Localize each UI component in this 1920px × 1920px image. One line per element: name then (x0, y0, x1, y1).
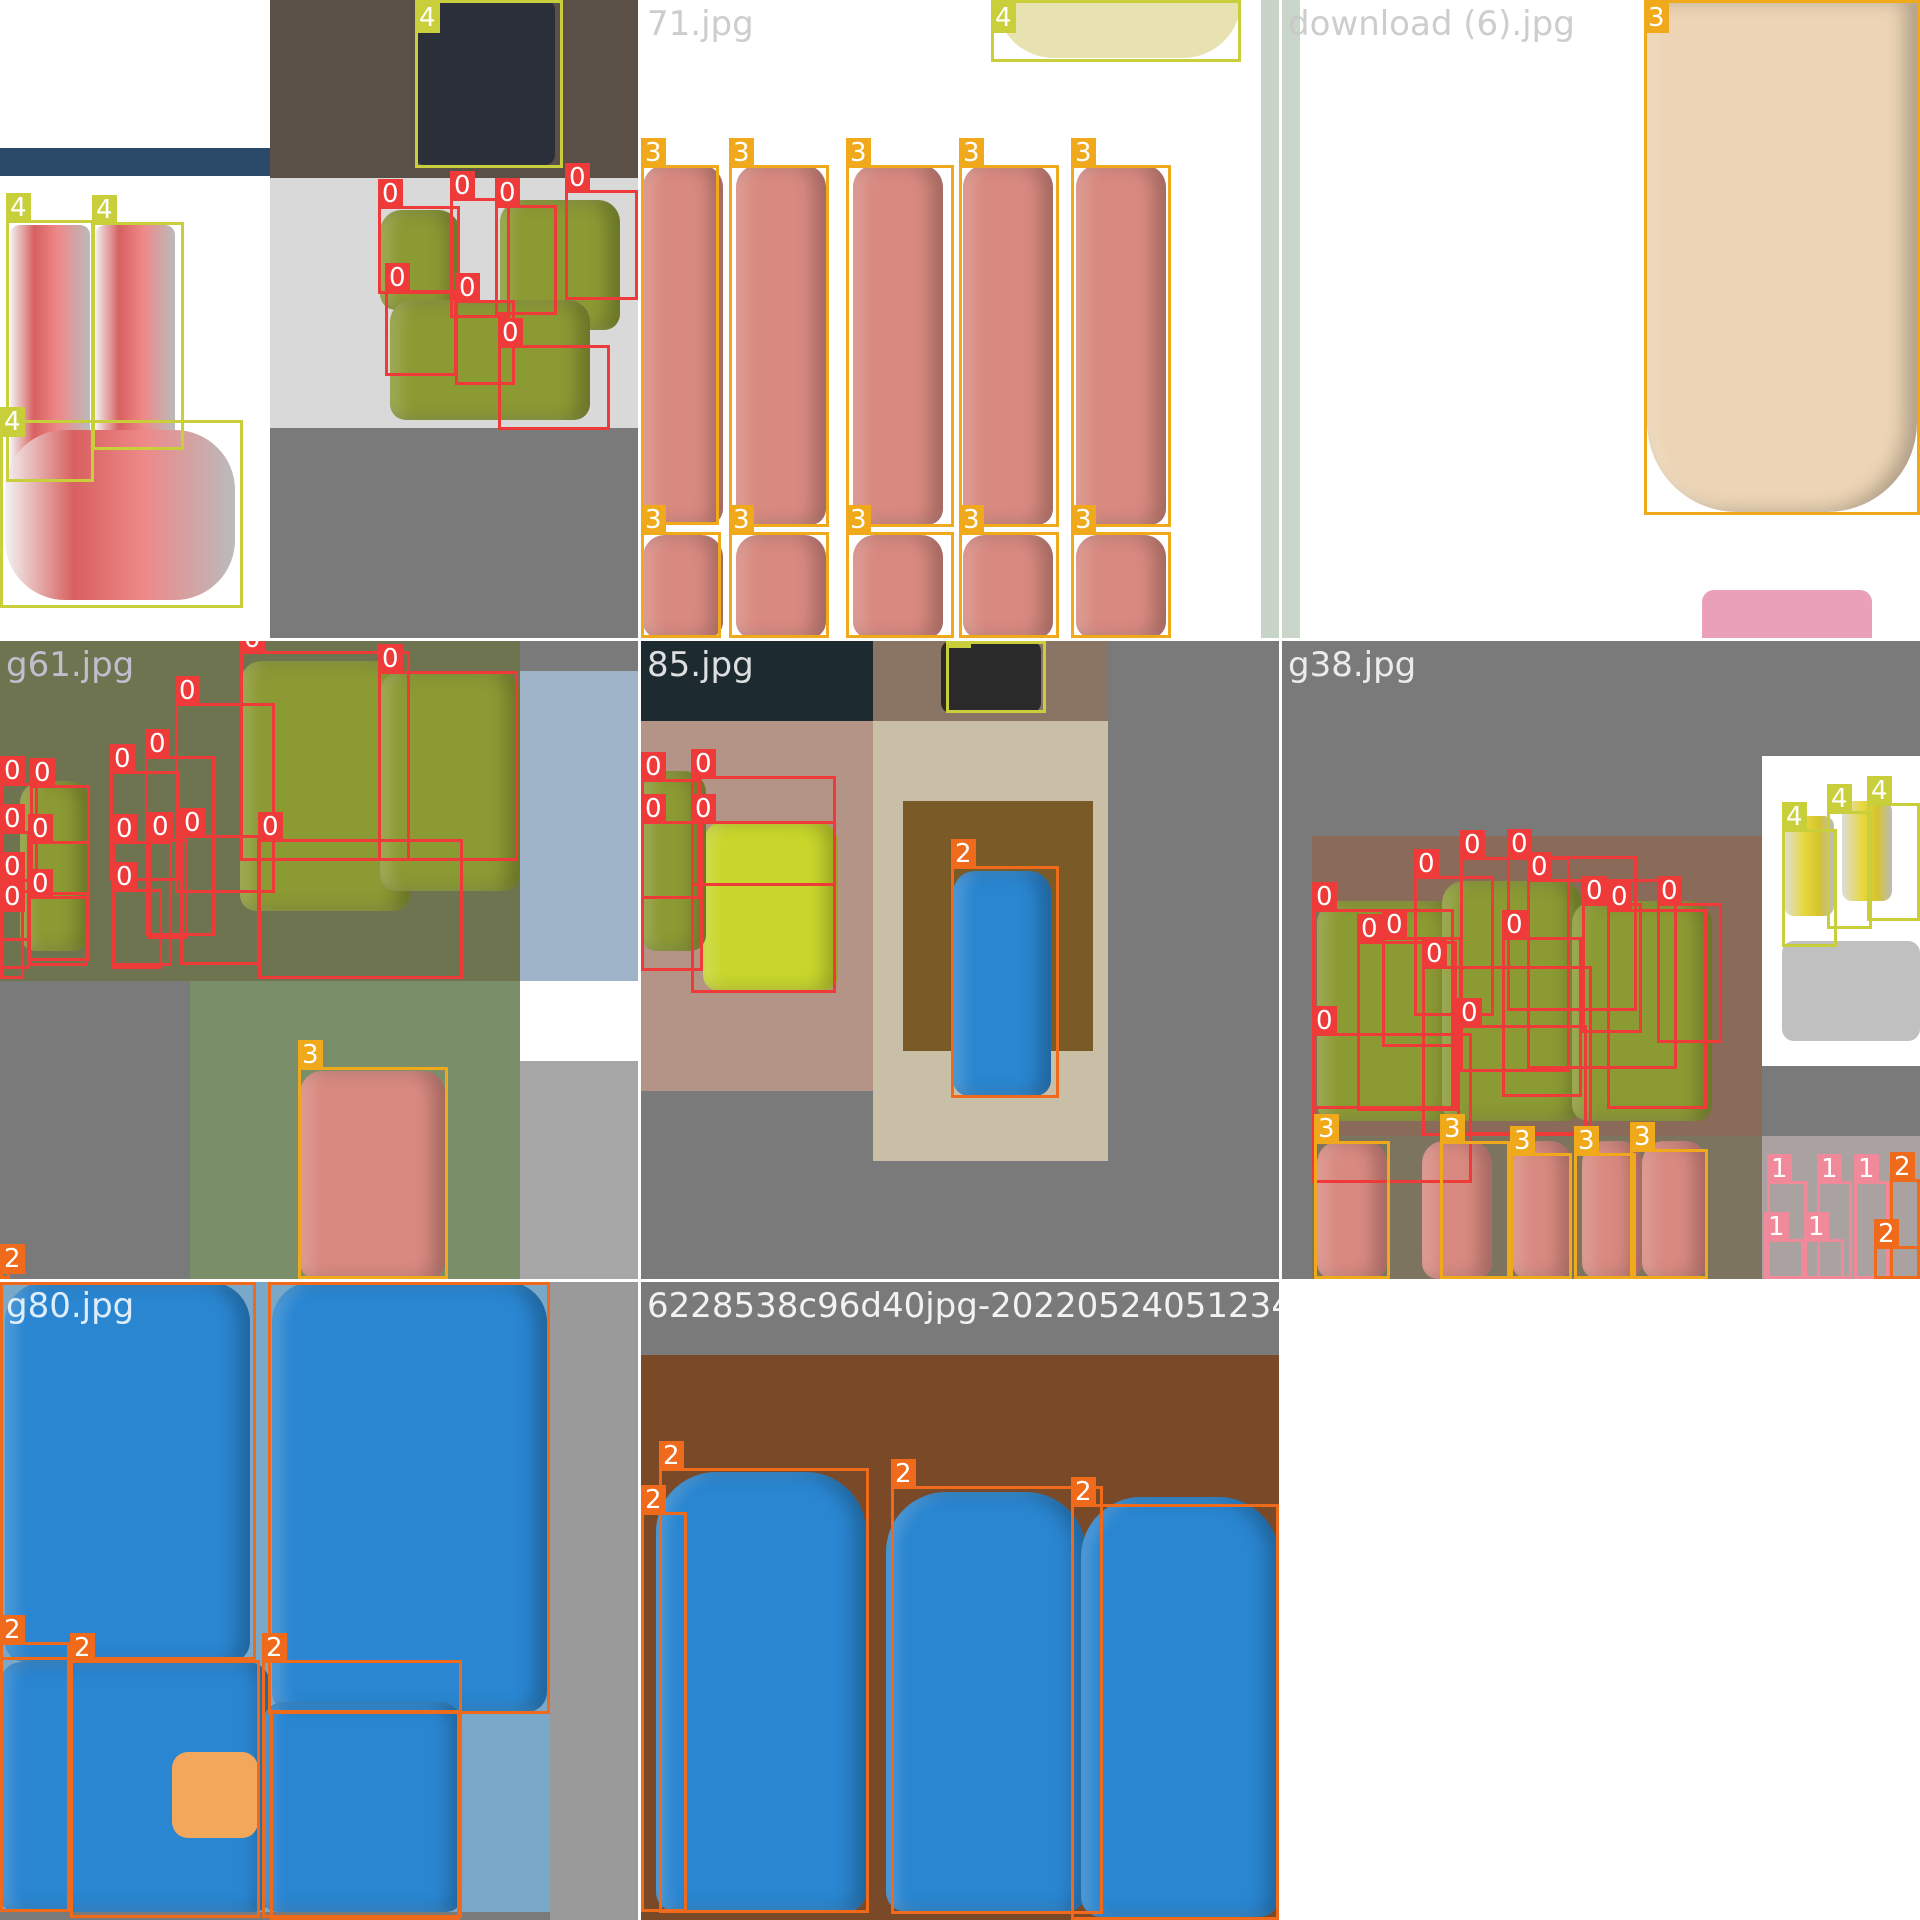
detection-box: 0 (1357, 914, 1457, 1111)
detection-box: 2 (951, 839, 1059, 1098)
detection-box: 3 (1630, 1122, 1708, 1279)
detection-box: 3 (1510, 1126, 1572, 1279)
gas-can (5, 430, 235, 600)
detection-box: 2 (0, 1615, 70, 1912)
detection-box: 4 (991, 0, 1241, 62)
scene (1282, 0, 1920, 638)
tile-filename: 71.jpg (647, 4, 754, 44)
tile-g38: g38.jpg 0 0 0 0 0 0 0 0 0 0 0 0 0 0 4 4 … (1282, 641, 1920, 1279)
detection-box: 0 (495, 178, 557, 315)
tile-filename: download (6).jpg (1288, 4, 1575, 44)
scene (641, 1282, 1920, 1920)
detection-box: 3 (1574, 1126, 1636, 1279)
tile-6228538c96d40: 6228538c96d40jpg-20220524051234-20220724… (641, 1282, 1920, 1920)
detection-box: 0 (240, 641, 410, 861)
detection-box: 3 (298, 1040, 448, 1279)
detection-box: 0 (112, 862, 162, 969)
detection-box: 0 (0, 882, 25, 979)
detection-box: 3 (641, 505, 721, 638)
detection-box: 2 (659, 1441, 869, 1913)
detection-box: 4 (946, 641, 1046, 713)
detection-box: 2 (268, 1282, 550, 1714)
detection-box: 0 (450, 171, 510, 318)
detection-box: 0 (385, 263, 457, 376)
detection-box: 2 (262, 1633, 462, 1918)
detection-box: 0 (565, 163, 638, 300)
detection-box: 0 (1382, 910, 1462, 1047)
detection-box: 0 (691, 794, 836, 993)
detection-box: 2 (270, 1710, 460, 1920)
detection-box: 1 (1804, 1212, 1844, 1279)
detection-box: 2 (0, 1282, 256, 1660)
tile-71: 71.jpg 4 3 3 3 3 3 3 3 3 3 3 (641, 0, 1279, 638)
detection-box: 0 (1312, 1006, 1472, 1183)
detection-box: 0 (175, 676, 275, 893)
detection-box: 3 (846, 505, 954, 638)
detection-box: 3 (1071, 505, 1171, 638)
detection-box: 0 (28, 869, 88, 966)
detection-box: 0 (180, 808, 260, 965)
detection-box: 3 (1440, 1114, 1510, 1279)
detection-box: 4 (1827, 784, 1872, 929)
detection-box: 3 (959, 138, 1059, 527)
detection-box: 3 (959, 505, 1059, 638)
detection-box: 2 (0, 1244, 25, 1279)
detection-box: 4 (1867, 776, 1920, 921)
scene (641, 0, 1279, 638)
detection-box: 0 (145, 729, 215, 936)
detection-box: 3 (1314, 1114, 1390, 1279)
detection-box: 2 (70, 1633, 260, 1918)
detection-box: 4 (415, 0, 563, 168)
detection-box: 3 (729, 138, 829, 527)
detection-box: 3 (1071, 138, 1171, 527)
detection-box: 3 (1644, 0, 1920, 515)
detection-box: 2 (891, 1459, 1103, 1914)
detection-box: 0 (1414, 849, 1494, 1016)
tile-g61: g61.jpg 0 0 0 0 0 0 0 0 0 0 0 0 0 0 0 0 … (0, 641, 638, 1279)
gas-can (95, 225, 175, 445)
tile-filename: k23.jpg (6, 4, 133, 44)
detection-box: 0 (1582, 876, 1642, 1033)
tile-85: 85.jpg 4 0 0 0 0 2 (641, 641, 1279, 1279)
tile-filename: 6228538c96d40jpg-20220524051234-20220724 (647, 1286, 1479, 1326)
detection-box: 0 (1657, 876, 1722, 1043)
detection-box: 0 (378, 644, 518, 861)
detection-box: 4 (92, 195, 184, 450)
detection-box: 0 (1502, 910, 1582, 1097)
tile-filename: g61.jpg (6, 645, 135, 685)
scene (0, 0, 638, 638)
tile-download-6: download (6).jpg 3 (1282, 0, 1920, 638)
detection-box: 2 (641, 1485, 687, 1912)
detection-box: 0 (258, 812, 463, 979)
tile-k23: k23.jpg 4 4 4 4 0 0 0 0 0 0 0 (0, 0, 638, 638)
tile-filename: g38.jpg (1288, 645, 1417, 685)
tile-filename: 85.jpg (647, 645, 754, 685)
watermark-logo (172, 1752, 258, 1838)
detection-box: 0 (498, 318, 610, 430)
detection-box: 2 (1874, 1219, 1920, 1279)
tile-filename: g80.jpg (6, 1286, 135, 1326)
scene (0, 1282, 638, 1920)
detection-box: 3 (729, 505, 829, 638)
detection-box: 2 (1071, 1477, 1279, 1920)
detection-box: 4 (0, 407, 243, 608)
detection-box: 4 (1782, 802, 1837, 947)
detection-box: 3 (846, 138, 954, 527)
detection-box: 3 (641, 138, 719, 525)
detection-box: 1 (1764, 1212, 1804, 1279)
detection-box: 0 (641, 794, 703, 971)
tile-g80: g80.jpg 2 2 2 2 2 2 (0, 1282, 638, 1920)
